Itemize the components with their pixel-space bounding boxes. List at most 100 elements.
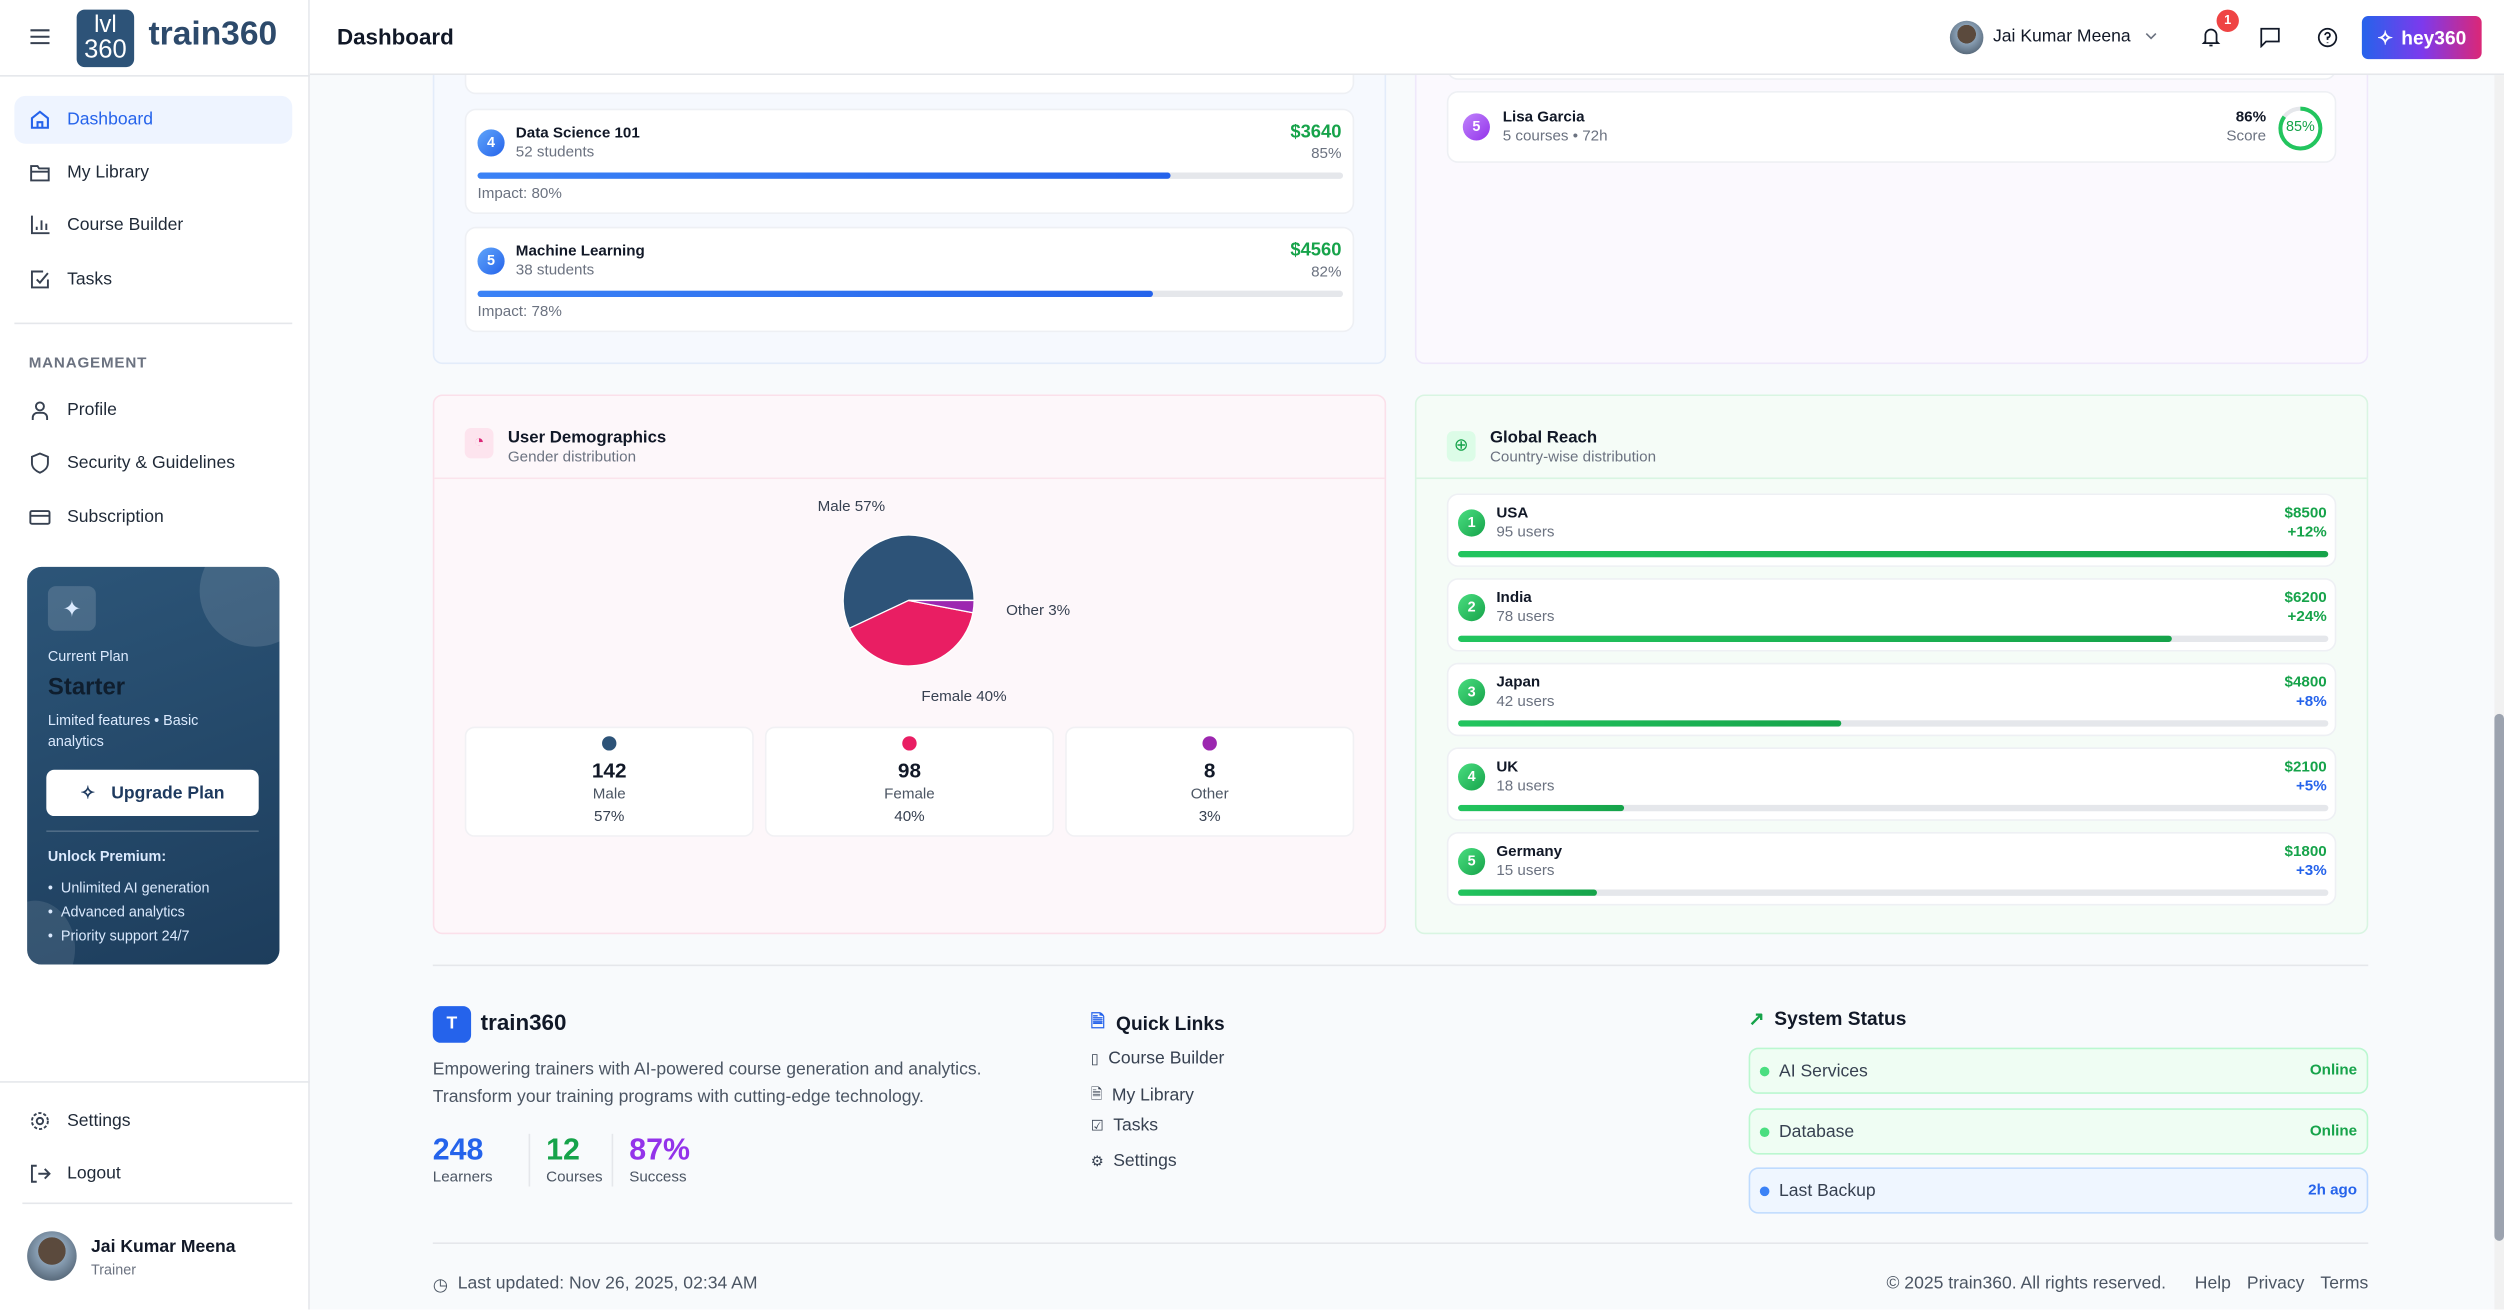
- country-card[interactable]: 2 India 78 users $6200 +24%: [1446, 578, 2337, 652]
- course-revenue: $3640: [1290, 122, 1342, 143]
- country-card[interactable]: 5 Germany 15 users $1800 +3%: [1446, 832, 2337, 906]
- terms-link[interactable]: Terms: [2320, 1274, 2369, 1294]
- country-growth: +24%: [2287, 608, 2327, 627]
- footer-stat: 248 Learners: [433, 1134, 493, 1187]
- gear-icon: ⚙: [1090, 1152, 1104, 1169]
- sidebar-item-profile[interactable]: Profile: [14, 386, 292, 434]
- stat-count: 142: [591, 758, 627, 783]
- score-ring-label: 85%: [2285, 118, 2315, 135]
- footer-brand: train360: [480, 1009, 567, 1035]
- sidebar-item-label: Security & Guidelines: [67, 453, 236, 473]
- status-database: Database Online: [1748, 1108, 2369, 1155]
- learner-score: 86%: [2235, 108, 2267, 127]
- help-link[interactable]: Help: [2194, 1274, 2231, 1294]
- footer-stat-label: Courses: [546, 1168, 603, 1187]
- pie-label-male: Male 57%: [817, 498, 886, 516]
- panel-subtitle: Country-wise distribution: [1489, 448, 1657, 467]
- footer-stat-label: Learners: [432, 1168, 493, 1187]
- quick-link-my-library[interactable]: 🗎 My Library: [1091, 1083, 1194, 1109]
- country-growth: +8%: [2295, 693, 2327, 711]
- feature-label: Priority support 24/7: [60, 927, 190, 944]
- menu-icon[interactable]: [30, 29, 50, 45]
- chevron-down-icon[interactable]: [2145, 32, 2158, 42]
- stat-label: Other: [1190, 785, 1229, 804]
- panel-subtitle: Gender distribution: [507, 448, 637, 467]
- stat-percent: 40%: [894, 808, 925, 826]
- book-icon: ▯: [1090, 1049, 1099, 1066]
- quick-link-course-builder[interactable]: ▯ Course Builder: [1091, 1049, 1225, 1068]
- sparkles-icon: ✧: [2377, 26, 2394, 49]
- country-growth: +3%: [2295, 862, 2327, 880]
- privacy-link[interactable]: Privacy: [2246, 1274, 2305, 1294]
- upgrade-plan-button[interactable]: ✧ Upgrade Plan: [46, 769, 259, 817]
- footer-stat-value: 248: [432, 1133, 484, 1168]
- main-content: 4 Data Science 101 52 students $3640 85%…: [310, 75, 2495, 1309]
- hey360-label: hey360: [2401, 26, 2467, 49]
- scrollbar[interactable]: [2494, 75, 2504, 1310]
- sidebar-item-label: Profile: [67, 400, 117, 420]
- bell-icon[interactable]: [2201, 26, 2222, 48]
- gender-stat-card: 8 Other 3%: [1065, 726, 1355, 837]
- rank-badge: 3: [1458, 678, 1486, 706]
- rank-badge: 4: [477, 129, 505, 157]
- footer-logo: T: [432, 1006, 472, 1043]
- country-card[interactable]: 4 UK 18 users $2100 +5%: [1446, 747, 2337, 821]
- sidebar-item-dashboard[interactable]: Dashboard: [14, 95, 293, 144]
- country-users: 15 users: [1496, 862, 1555, 880]
- status-value: Online: [2309, 1122, 2358, 1141]
- legend-dot: [902, 736, 917, 751]
- user-role: Trainer: [91, 1261, 137, 1278]
- stat-label: Male: [592, 785, 626, 804]
- message-icon[interactable]: [2260, 27, 2281, 48]
- country-revenue: $2100: [2284, 758, 2327, 777]
- country-growth: +5%: [2295, 777, 2327, 796]
- stat-percent: 57%: [594, 808, 625, 826]
- legend-dot: [602, 736, 617, 751]
- unlock-title: Unlock Premium:: [47, 847, 167, 864]
- sparkles-icon: ✦: [47, 586, 96, 631]
- status-value: Online: [2309, 1061, 2358, 1080]
- feature-label: Advanced analytics: [60, 903, 185, 920]
- sidebar-item-my-library[interactable]: My Library: [14, 149, 292, 197]
- logout-icon: [30, 1164, 51, 1183]
- current-plan-card: ✦ Current Plan Starter Limited features …: [27, 566, 280, 965]
- help-icon[interactable]: [2317, 27, 2338, 48]
- score-ring: [2278, 106, 2323, 151]
- last-updated: ◷ Last updated: Nov 26, 2025, 02:34 AM: [433, 1274, 758, 1295]
- course-card[interactable]: [464, 75, 1355, 95]
- learner-card[interactable]: [1446, 75, 2337, 80]
- country-revenue: $8500: [2284, 504, 2327, 523]
- feature-item: • Priority support 24/7: [47, 927, 190, 944]
- sidebar-item-security[interactable]: Security & Guidelines: [14, 439, 292, 487]
- footer-stat-label: Success: [629, 1168, 687, 1187]
- hey360-button[interactable]: ✧ hey360: [2361, 15, 2482, 60]
- status-name: AI Services: [1778, 1061, 1868, 1081]
- footer-stat-value: 87%: [629, 1133, 690, 1168]
- pie-slice-male: [842, 534, 975, 630]
- sidebar-item-tasks[interactable]: Tasks: [14, 256, 292, 304]
- user-name: Jai Kumar Meena: [91, 1237, 236, 1257]
- avatar[interactable]: [27, 1231, 77, 1281]
- learner-card[interactable]: 5 Lisa Garcia 5 courses • 72h 86% Score …: [1446, 91, 2337, 163]
- stat-percent: 3%: [1198, 808, 1221, 826]
- country-card[interactable]: 1 USA 95 users $8500 +12%: [1446, 493, 2337, 567]
- country-card[interactable]: 3 Japan 42 users $4800 +8%: [1446, 662, 2337, 737]
- sidebar-item-subscription[interactable]: Subscription: [14, 493, 292, 541]
- country-name: India: [1496, 589, 1532, 607]
- brand-name: train360: [148, 15, 278, 53]
- pie-slice-other: [908, 599, 975, 614]
- quick-link-tasks[interactable]: ☑ Tasks: [1091, 1116, 1158, 1135]
- quick-link-settings[interactable]: ⚙ Settings: [1091, 1151, 1177, 1170]
- sidebar-item-settings[interactable]: Settings: [14, 1097, 292, 1145]
- panel-title: Global Reach: [1489, 427, 1598, 448]
- sidebar-item-course-builder[interactable]: Course Builder: [14, 201, 292, 249]
- sidebar-item-label: Settings: [67, 1111, 131, 1131]
- rank-badge: 5: [477, 247, 505, 275]
- course-card[interactable]: 4 Data Science 101 52 students $3640 85%…: [464, 108, 1355, 214]
- header-avatar[interactable]: [1949, 20, 1984, 55]
- user-menu[interactable]: Jai Kumar Meena: [1992, 27, 2131, 47]
- footer-stat-value: 12: [546, 1133, 580, 1168]
- course-card[interactable]: 5 Machine Learning 38 students $4560 82%…: [464, 226, 1355, 333]
- sidebar-item-label: Dashboard: [67, 110, 154, 130]
- sidebar-item-logout[interactable]: Logout: [14, 1150, 292, 1198]
